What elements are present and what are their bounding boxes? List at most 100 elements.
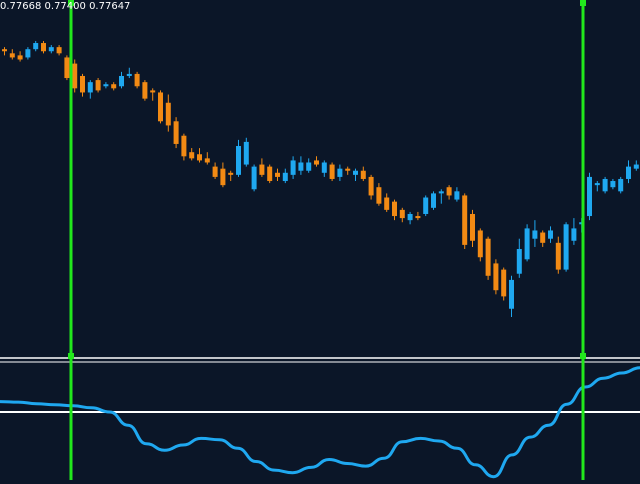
candle — [438, 189, 444, 204]
candle — [493, 259, 499, 295]
candle — [407, 211, 413, 225]
candle — [251, 164, 257, 192]
candle — [626, 160, 631, 184]
candle-body — [321, 162, 327, 173]
candle-body — [485, 238, 491, 276]
candle — [17, 51, 23, 62]
candle — [9, 49, 15, 60]
candle-body — [181, 135, 187, 157]
candle-body — [290, 160, 296, 175]
candle-body — [197, 154, 202, 161]
candle — [353, 168, 358, 182]
candle — [610, 178, 616, 190]
candle-body — [72, 63, 78, 89]
candle — [119, 71, 124, 89]
candle-body — [571, 228, 577, 241]
candle — [212, 162, 218, 179]
candle — [33, 40, 39, 52]
candle-body — [431, 193, 436, 208]
candle-body — [2, 49, 7, 52]
candle-body — [509, 279, 514, 309]
candle — [415, 211, 421, 221]
candle — [321, 160, 327, 177]
candle-body — [259, 164, 265, 175]
candle-body — [524, 228, 530, 260]
candle-body — [329, 164, 335, 179]
candle-body — [119, 75, 124, 87]
candle — [602, 176, 608, 194]
candle-body — [493, 263, 499, 291]
candle — [633, 160, 639, 171]
marker-handle[interactable] — [580, 353, 586, 359]
candle-body — [142, 82, 148, 99]
candle-body — [228, 172, 234, 175]
candle-body — [587, 176, 592, 217]
candle-body — [267, 166, 273, 182]
candle-body — [33, 43, 39, 50]
candle-body — [220, 168, 226, 186]
candle — [399, 207, 405, 223]
marker-handle[interactable] — [68, 0, 74, 6]
candle — [189, 148, 195, 161]
candle — [259, 158, 265, 177]
candle — [485, 236, 491, 280]
marker-handle[interactable] — [580, 0, 586, 6]
candle-body — [540, 232, 546, 243]
candle — [275, 168, 280, 182]
candle-body — [25, 49, 31, 58]
candle — [80, 73, 85, 97]
candle-body — [80, 75, 85, 93]
candle-body — [306, 162, 312, 171]
candle — [345, 166, 351, 175]
candle — [228, 170, 234, 182]
candle-body — [17, 55, 23, 60]
candle — [111, 82, 117, 91]
candle-body — [477, 230, 483, 258]
candle — [360, 166, 366, 182]
candle — [392, 199, 397, 221]
vertical-markers-group[interactable] — [68, 0, 586, 480]
candle — [509, 275, 514, 317]
candle — [267, 164, 273, 184]
candle — [587, 172, 592, 221]
candle — [173, 117, 179, 149]
candle — [197, 148, 202, 163]
candle-body — [111, 84, 117, 89]
candle-body — [516, 249, 522, 274]
candle-body — [626, 166, 631, 179]
candle — [462, 193, 468, 250]
candle-body — [212, 166, 218, 177]
candle-body — [103, 84, 109, 87]
candle — [48, 45, 54, 54]
candle-body — [64, 57, 70, 79]
candle — [431, 191, 436, 210]
candle-body — [126, 73, 132, 76]
candle — [236, 139, 241, 177]
candle — [204, 152, 210, 165]
candle-body — [470, 213, 475, 241]
candle-body — [501, 269, 507, 297]
candle-body — [563, 224, 569, 270]
candle — [368, 174, 374, 200]
candle — [306, 158, 312, 173]
candle — [243, 137, 249, 167]
candle-body — [204, 158, 210, 163]
candle — [103, 82, 109, 89]
candle-body — [633, 164, 639, 169]
candle-body — [87, 82, 93, 93]
candle — [220, 162, 226, 188]
candle-body — [173, 121, 179, 144]
candle — [290, 156, 296, 179]
candle — [618, 176, 624, 194]
candle — [446, 185, 452, 200]
candle-body — [150, 90, 156, 93]
candle-body — [337, 168, 343, 177]
candle-body — [243, 141, 249, 165]
candle — [2, 47, 7, 56]
candle — [501, 267, 507, 301]
candle — [454, 187, 460, 202]
marker-handle[interactable] — [68, 353, 74, 359]
